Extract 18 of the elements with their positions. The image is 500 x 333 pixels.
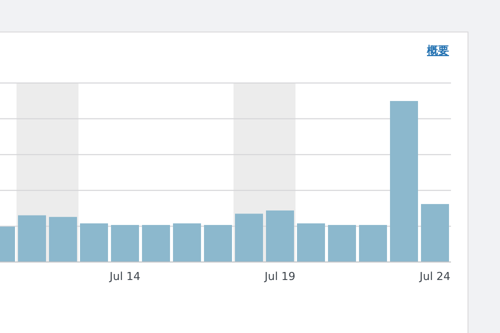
bar (266, 210, 294, 262)
bar (49, 216, 77, 262)
bar (173, 223, 201, 262)
x-tick-label: Jul 19 (264, 270, 296, 283)
bar (18, 215, 46, 262)
bar (80, 223, 108, 262)
bar (297, 223, 325, 262)
x-tick-label: Jul 24 (418, 270, 450, 283)
bar (421, 204, 449, 262)
bar (390, 101, 418, 262)
bar (111, 224, 139, 262)
bar (328, 224, 356, 262)
bar (235, 214, 263, 262)
bar (204, 224, 232, 262)
x-tick-label: Jul 14 (108, 270, 140, 283)
bar (359, 224, 387, 262)
text: 概要 (426, 44, 449, 57)
bar (142, 224, 170, 262)
